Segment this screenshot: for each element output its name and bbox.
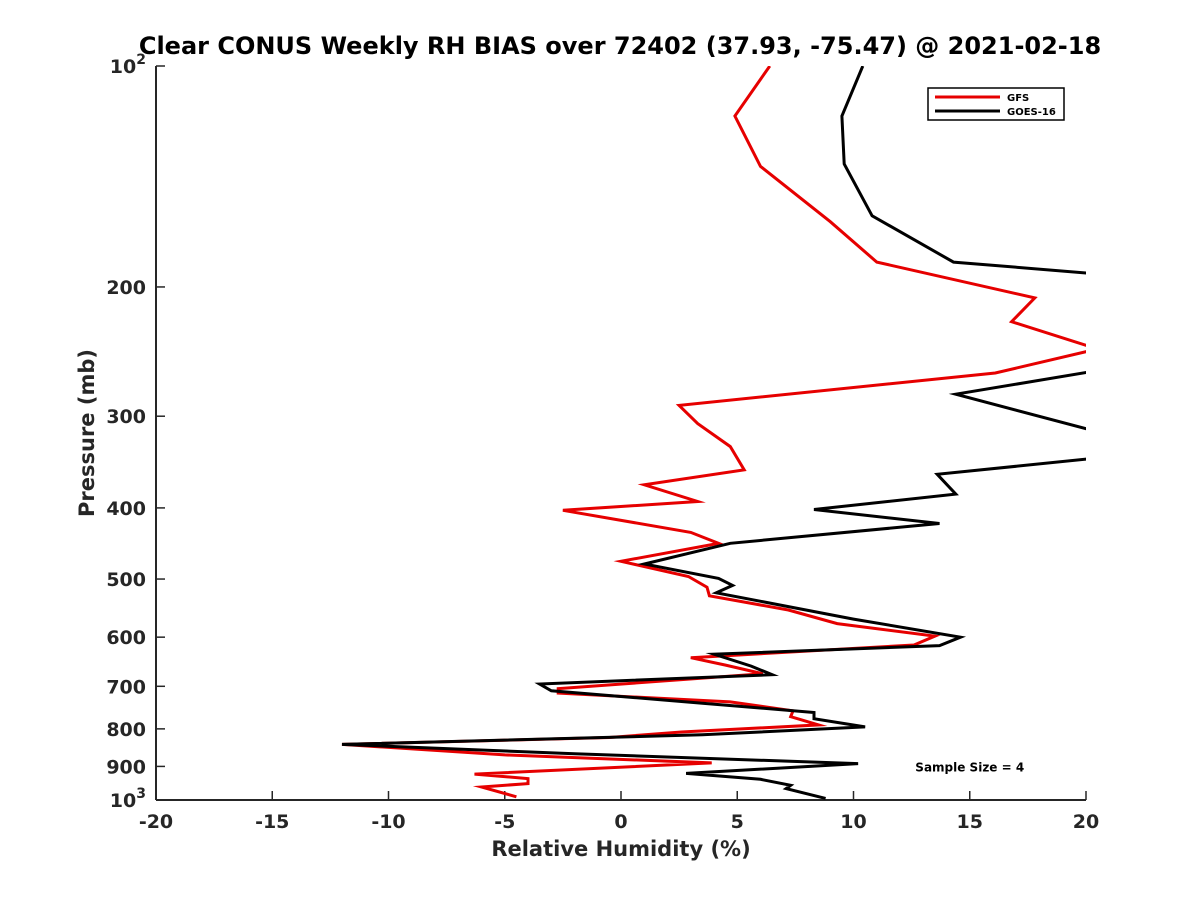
legend: GFS GOES-16 — [927, 87, 1065, 121]
x-tick-label: -5 — [494, 811, 515, 833]
x-tick-label: 20 — [1073, 811, 1099, 833]
y-axis-label: Pressure (mb) — [75, 349, 99, 517]
annotations: Sample Size = 4 — [915, 760, 1024, 774]
y-tick-label: 102 — [110, 52, 146, 78]
series-line-goes-16 — [341, 66, 1086, 800]
x-tick-label: -20 — [139, 811, 173, 833]
x-tick-label: 0 — [614, 811, 627, 833]
x-tick-label: -10 — [371, 811, 405, 833]
x-tick-label: 5 — [731, 811, 744, 833]
sample-size-annotation: Sample Size = 4 — [915, 760, 1024, 774]
y-tick-label: 700 — [106, 676, 146, 698]
y-tick-label: 800 — [106, 719, 146, 741]
x-tick-label: -15 — [255, 811, 289, 833]
axes: -20 -15 -10 -5 0 5 10 15 20 102 200 300 400 500 600 700… — [106, 52, 1099, 833]
x-tick-label: 10 — [840, 811, 866, 833]
series-layer — [341, 66, 1086, 800]
chart-title: Clear CONUS Weekly RH BIAS over 72402 (3… — [139, 32, 1101, 60]
y-tick-label: 900 — [106, 756, 146, 778]
x-axis-label: Relative Humidity (%) — [491, 837, 750, 861]
y-tick-label: 200 — [106, 277, 146, 299]
x-tick-label: 15 — [957, 811, 983, 833]
y-tick-label: 103 — [110, 786, 146, 812]
legend-label: GFS — [1007, 93, 1029, 104]
y-tick-label: 400 — [106, 498, 146, 520]
legend-label: GOES-16 — [1007, 107, 1056, 118]
y-tick-label: 500 — [106, 569, 146, 591]
y-tick-label: 300 — [106, 406, 146, 428]
legend-box — [927, 87, 1065, 121]
y-tick-label: 600 — [106, 627, 146, 649]
